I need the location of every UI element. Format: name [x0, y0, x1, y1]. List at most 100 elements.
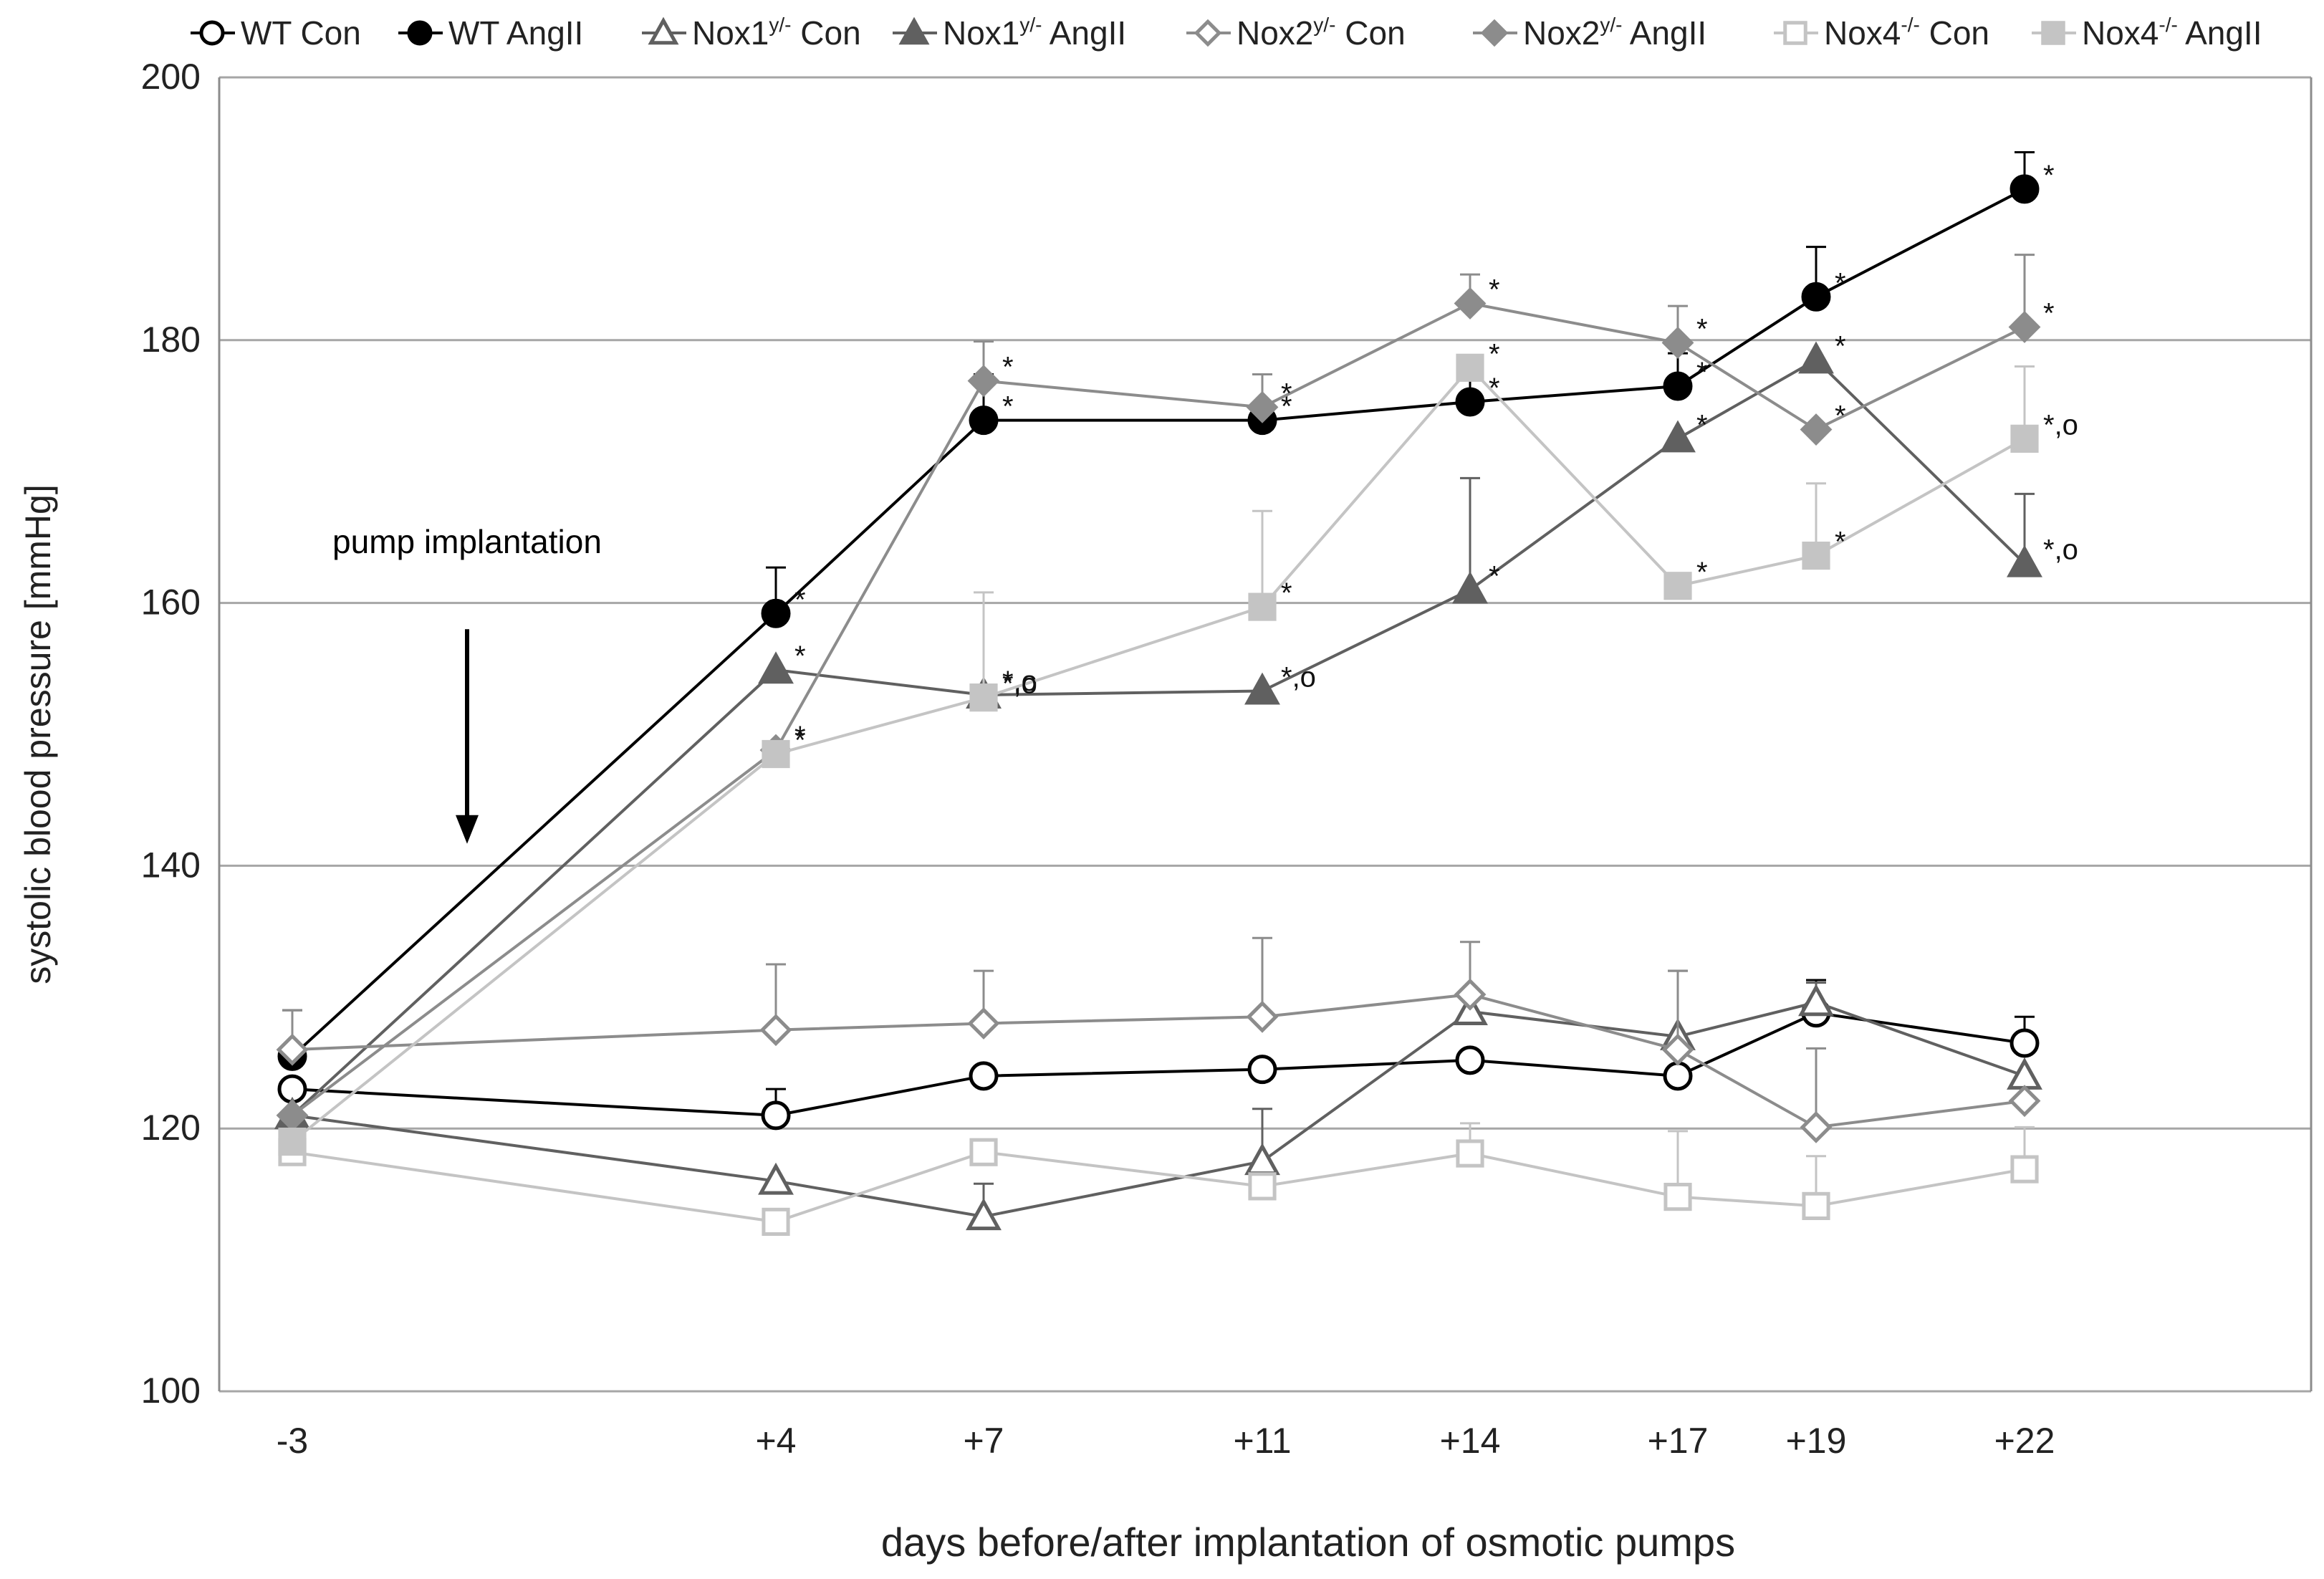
data-point	[1663, 1061, 1693, 1091]
data-point	[1661, 1033, 1694, 1066]
data-series: ** *******,o *,o****,o*********,o*****,o	[274, 151, 2078, 1237]
significance-label: *	[1835, 330, 1846, 362]
y-tick-label: 140	[141, 845, 201, 885]
series-line	[292, 1001, 2025, 1219]
series-line	[291, 357, 2026, 1117]
data-point	[1801, 282, 1831, 312]
data-point	[2008, 311, 2041, 343]
data-point	[967, 365, 1000, 398]
significance-label: *	[794, 725, 806, 757]
annotation-text: pump implantation	[332, 523, 602, 560]
legend-swatch-marker	[407, 20, 433, 46]
x-tick-label: +19	[1786, 1421, 1847, 1461]
legend-item-7: Nox4-/- AngII	[2032, 14, 2262, 52]
data-point	[1246, 390, 1279, 423]
legend-item-5: Nox2y/- AngII	[1473, 14, 1706, 52]
x-tick-labels: -3 +4 +7 +11 +14 +17 +19 +22	[277, 1421, 2055, 1461]
legend-item-1: WT AngII	[398, 14, 583, 52]
x-axis-label: days before/after implantation of osmoti…	[881, 1520, 1735, 1565]
significance-label: *	[1281, 577, 1292, 609]
significance-label: *	[794, 721, 806, 752]
data-point	[758, 1162, 794, 1195]
pump-annotation: pump implantation	[332, 523, 602, 844]
legend-swatch-marker	[648, 16, 679, 45]
data-point	[276, 1033, 309, 1066]
significance-label: *	[1281, 391, 1292, 423]
data-point	[762, 1207, 790, 1237]
data-point	[2010, 1028, 2040, 1058]
significance-label: *	[794, 640, 806, 672]
data-point	[1454, 978, 1487, 1011]
significance-label: *	[1696, 557, 1708, 588]
series-3: **,o *,o****,o	[274, 330, 2078, 1129]
legend-item-4: Nox2y/- Con	[1186, 14, 1406, 52]
legend-swatch-marker	[1480, 19, 1509, 47]
series-line	[291, 302, 2025, 1117]
significance-label: *	[2043, 297, 2055, 329]
significance-label: *	[1489, 274, 1500, 305]
y-tick-labels: 100 120 140 160 180 200	[141, 57, 201, 1411]
significance-label: *	[1696, 409, 1708, 441]
data-point	[2010, 1155, 2039, 1184]
significance-label: *	[1835, 527, 1846, 558]
series-1: ** *****	[277, 151, 2055, 1071]
data-point	[1244, 672, 1280, 705]
data-point	[2010, 424, 2039, 453]
gridlines	[218, 76, 2313, 1393]
data-point	[761, 1100, 791, 1131]
data-point	[2008, 1085, 2041, 1118]
legend-label: Nox1y/- AngII	[943, 14, 1126, 52]
legend-label: Nox4-/- Con	[1824, 14, 1989, 52]
y-tick-label: 160	[141, 582, 201, 623]
y-tick-label: 180	[141, 320, 201, 360]
data-point	[1800, 1110, 1833, 1143]
data-point	[1663, 371, 1693, 401]
x-tick-label: +17	[1648, 1421, 1709, 1461]
series-line	[291, 365, 2025, 1143]
legend-label: WT Con	[241, 14, 361, 52]
data-point	[1663, 1182, 1692, 1211]
series-line	[292, 1151, 2025, 1224]
legend-label: WT AngII	[448, 14, 583, 52]
x-tick-label: +4	[755, 1421, 796, 1461]
significance-label: *	[1002, 391, 1014, 423]
y-tick-label: 100	[141, 1371, 201, 1411]
data-point	[278, 1127, 307, 1156]
data-point	[1798, 341, 1834, 374]
significance-label: *	[1002, 352, 1014, 383]
legend: WT Con WT AngII Nox1y/- Con Nox1y/- AngII No…	[191, 14, 2262, 52]
data-point	[1798, 984, 1834, 1017]
data-point	[966, 1198, 1002, 1231]
legend-label: Nox2y/- Con	[1237, 14, 1406, 52]
legend-item-0: WT Con	[191, 14, 361, 52]
data-point	[1802, 541, 1830, 570]
data-point	[1455, 1045, 1485, 1075]
data-point	[969, 1138, 998, 1166]
series-5: *******	[276, 254, 2055, 1132]
significance-label: *	[794, 584, 806, 615]
significance-label: *,o	[1002, 668, 1037, 700]
series-line	[292, 1011, 2025, 1117]
data-point	[759, 1014, 792, 1047]
data-point	[967, 1007, 1000, 1040]
y-axis-label: systolic blood pressure [mmHg]	[18, 484, 58, 984]
legend-swatch-marker	[2041, 21, 2065, 45]
legend-label: Nox2y/- AngII	[1523, 14, 1706, 52]
significance-label: *	[2043, 160, 2055, 191]
data-point	[2007, 544, 2042, 577]
series-4	[276, 936, 2041, 1143]
significance-label: *	[1489, 338, 1500, 370]
series-line	[292, 993, 2025, 1129]
significance-label: *	[1696, 357, 1708, 388]
data-point	[969, 1061, 999, 1091]
series-7: **,o*****,o	[278, 338, 2078, 1156]
data-point	[762, 739, 790, 769]
y-tick-label: 120	[141, 1108, 201, 1148]
data-point	[969, 683, 998, 712]
x-tick-label: +11	[1233, 1421, 1291, 1461]
annotation-arrow-head	[456, 815, 479, 844]
x-tick-label: +14	[1440, 1421, 1501, 1461]
significance-label: *,o	[2043, 409, 2078, 441]
legend-label: Nox1y/- Con	[692, 14, 861, 52]
